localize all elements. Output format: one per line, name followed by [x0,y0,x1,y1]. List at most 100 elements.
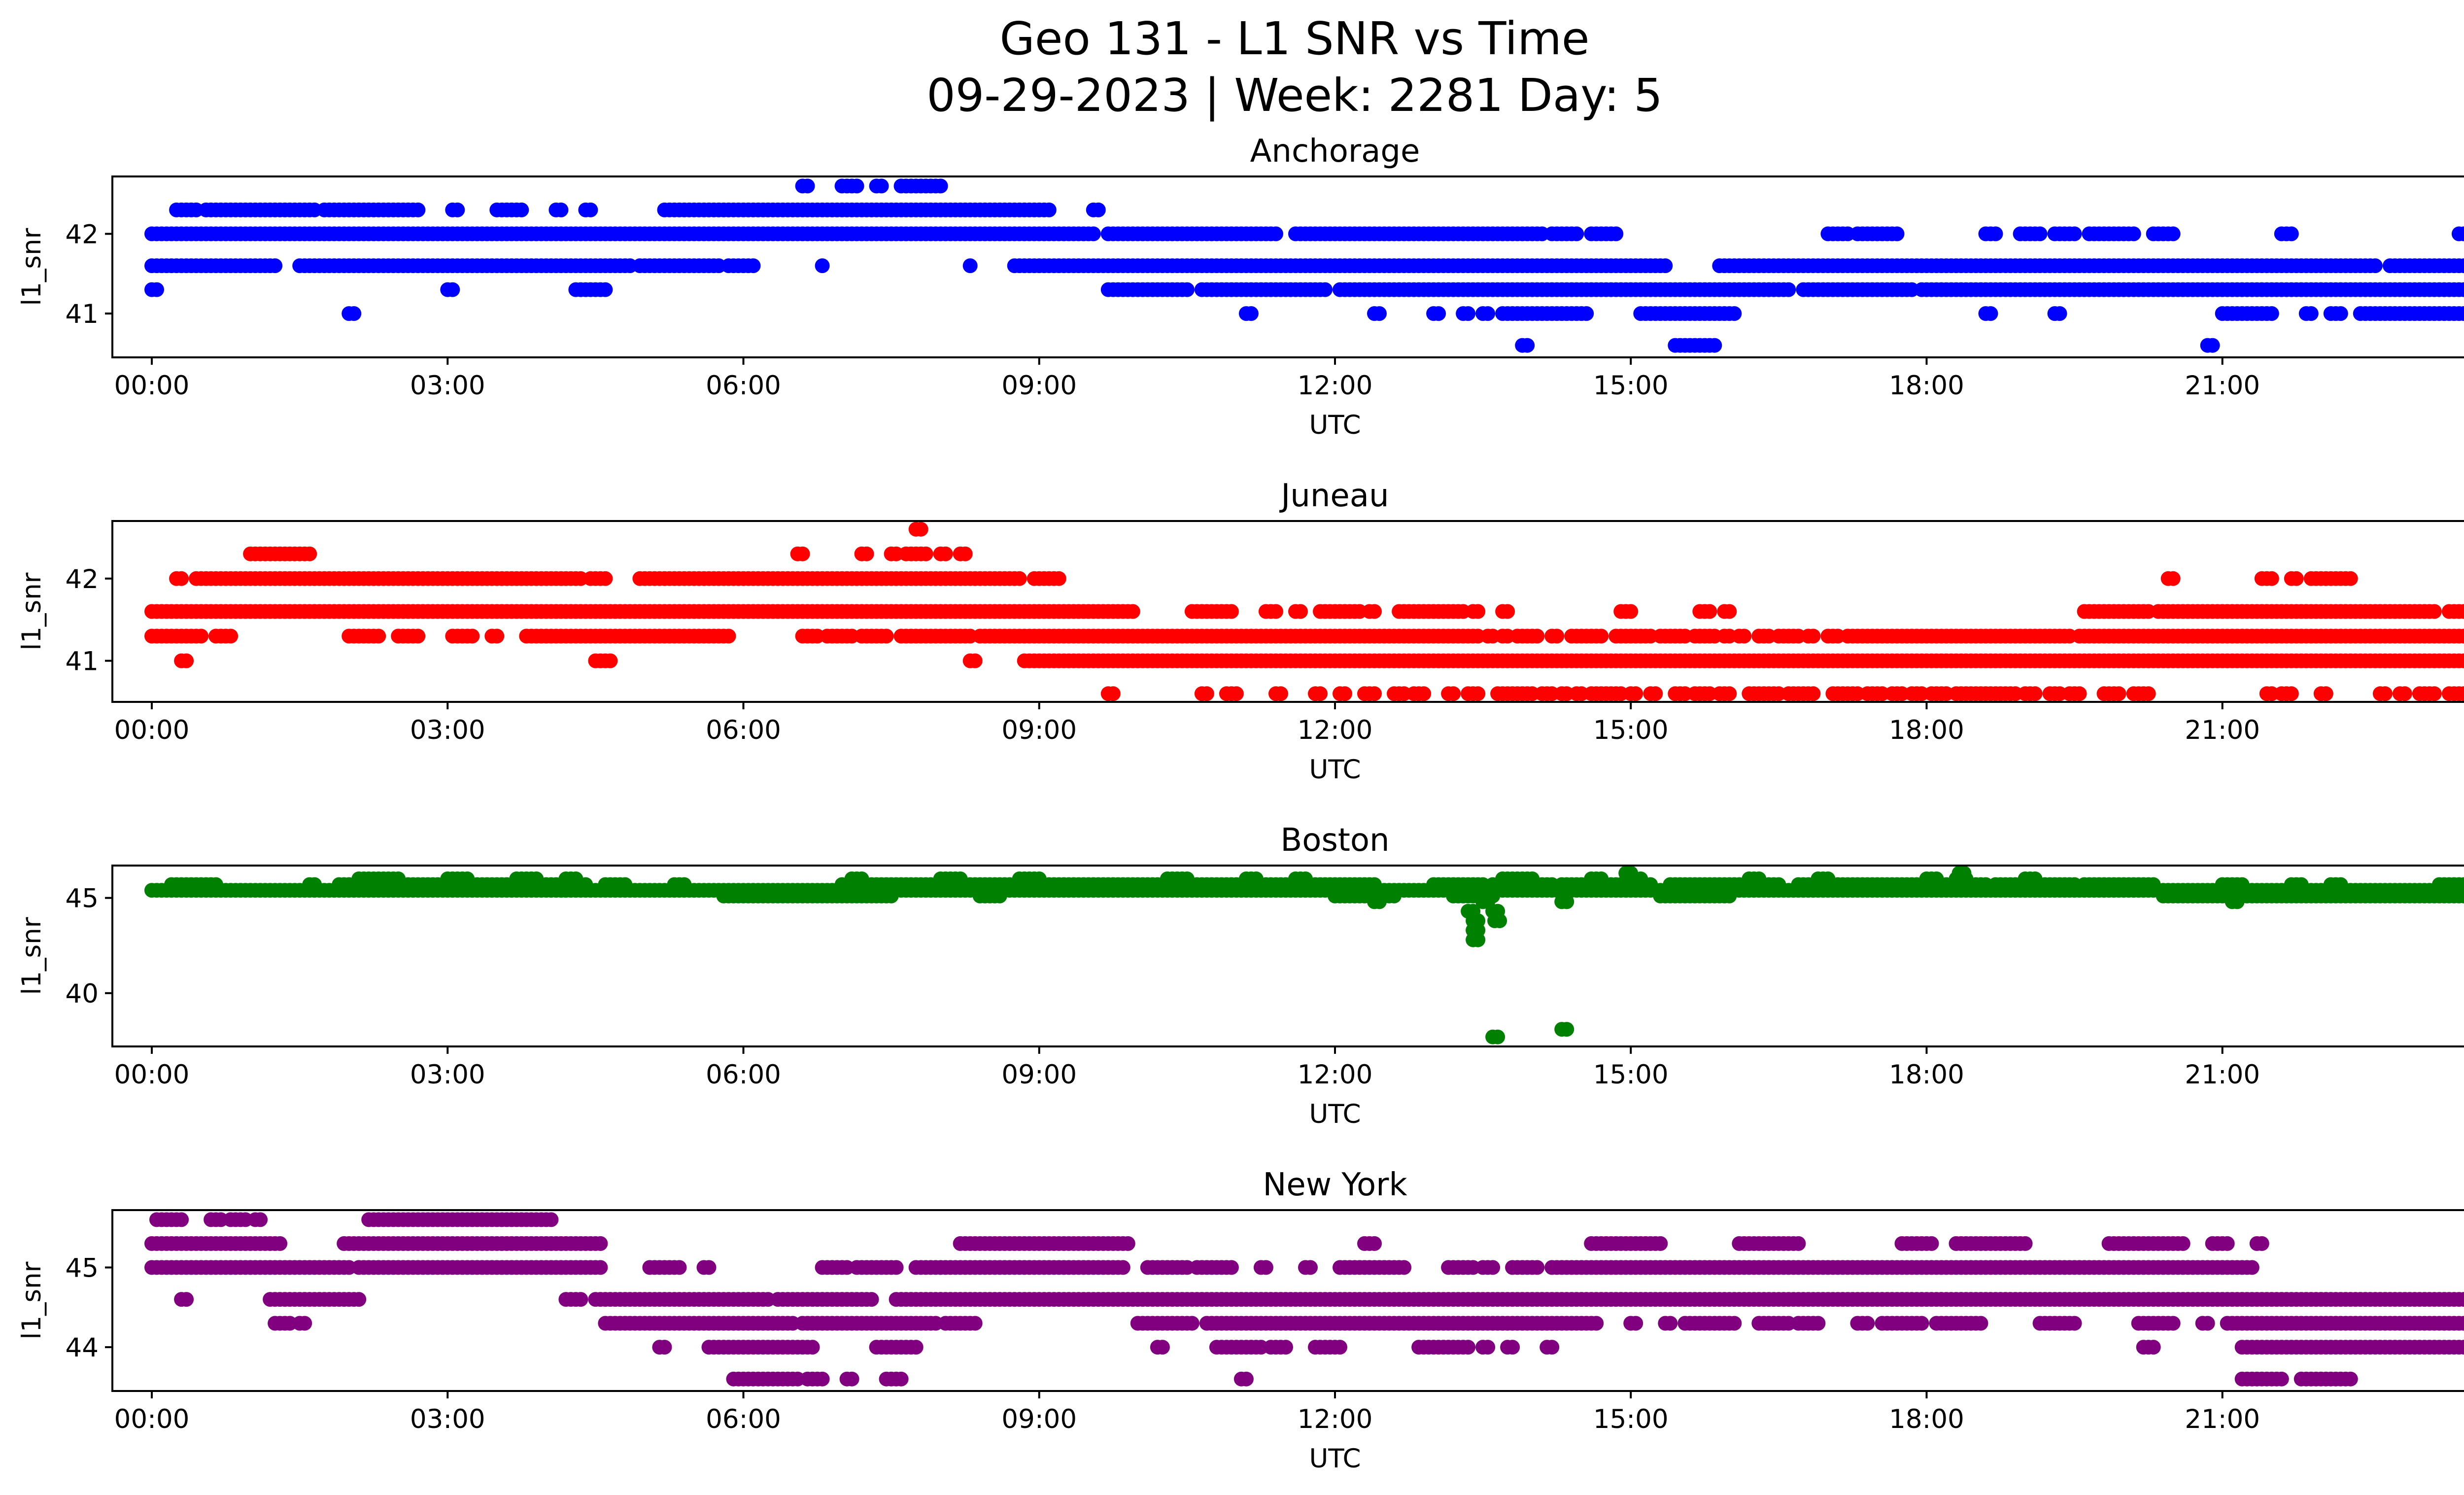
data-point [1229,686,1244,701]
data-point [2072,686,2087,701]
data-point [1653,1236,1668,1251]
data-point [1125,604,1140,619]
data-point [1120,1236,1135,1251]
data-point [1243,306,1259,321]
data-point [721,628,736,644]
data-point [1628,686,1643,701]
data-point [1924,1236,1939,1251]
data-point [2205,338,2220,353]
data-point [864,1292,879,1307]
data-point [1313,686,1328,701]
x-tick-label: 09:00 [1001,715,1077,745]
data-point [1722,888,1737,904]
data-point [1461,306,1476,321]
data-point [1520,338,1535,353]
data-point [2264,571,2279,586]
data-point [1471,932,1486,947]
data-point [1781,282,1796,297]
data-point [1184,1316,1199,1331]
data-point [1273,686,1288,701]
x-tick-label: 18:00 [1889,715,1964,745]
data-point [2052,306,2067,321]
data-point [1806,686,1821,701]
subplot-title: Anchorage [1250,133,1420,170]
data-point [1658,258,1673,274]
data-point [194,628,209,644]
subplot-title: Juneau [1279,478,1389,514]
data-point [1707,338,1722,353]
x-tick-label: 00:00 [114,371,190,401]
data-point [1268,226,1283,242]
data-point [2027,686,2043,701]
data-point [2427,604,2442,619]
data-point [992,888,1007,904]
data-point [1889,226,1905,242]
data-point [598,282,613,297]
data-point [1293,604,1308,619]
data-point [1929,871,1944,886]
data-point [2343,571,2358,586]
x-tick-label: 03:00 [410,715,485,745]
x-tick-label: 21:00 [2185,1060,2260,1090]
data-point [1806,628,1821,644]
x-axis-label: UTC [1309,410,1361,440]
data-point [2461,308,2464,319]
data-point [445,282,460,297]
data-point [2377,686,2393,701]
data-point [746,258,761,274]
data-point [1115,1260,1130,1275]
data-point [2461,228,2464,240]
data-point [603,653,618,668]
data-point [2067,226,2082,242]
x-tick-label: 12:00 [1298,371,1373,401]
data-point [1530,628,1545,644]
data-point [800,178,815,194]
data-point [2284,686,2299,701]
x-axis-label: UTC [1309,1099,1361,1129]
data-point [1525,871,1540,886]
data-point [1367,604,1382,619]
data-point [2018,1236,2033,1251]
data-point [2456,1292,2464,1307]
data-point [593,1260,608,1275]
data-point [568,871,583,886]
data-point [2461,284,2464,295]
data-point [795,546,810,561]
data-point [1485,1260,1501,1275]
data-point [1179,871,1195,886]
data-point [958,546,973,561]
y-tick-label: 45 [66,884,99,914]
data-point [573,1292,588,1307]
y-axis-label: l1_snr [17,228,47,306]
data-point [2254,1236,2269,1251]
data-point [1820,871,1836,886]
data-point [2220,1236,2235,1251]
data-point [2461,890,2464,902]
data-point [2244,1260,2259,1275]
data-point [859,546,874,561]
data-point [2456,653,2464,668]
figure-title-line1: Geo 131 - L1 SNR vs Time [1000,12,1590,65]
data-point [1737,628,1752,644]
data-point [1492,913,1507,928]
data-point [1091,202,1106,217]
data-point [2456,226,2464,242]
data-point [2456,888,2464,904]
data-point [174,1212,189,1227]
data-point [514,202,529,217]
data-point [2289,571,2304,586]
data-point [1559,894,1574,909]
data-point [854,871,869,886]
x-axis-label: UTC [1309,755,1361,785]
data-point [593,1236,608,1251]
data-point [1594,871,1609,886]
y-tick-label: 40 [66,979,99,1009]
y-tick-label: 41 [66,299,99,329]
data-point [2229,894,2245,909]
data-point [2367,258,2383,274]
scatter-points [144,522,2464,701]
data-point [1471,604,1486,619]
data-point [351,1292,367,1307]
